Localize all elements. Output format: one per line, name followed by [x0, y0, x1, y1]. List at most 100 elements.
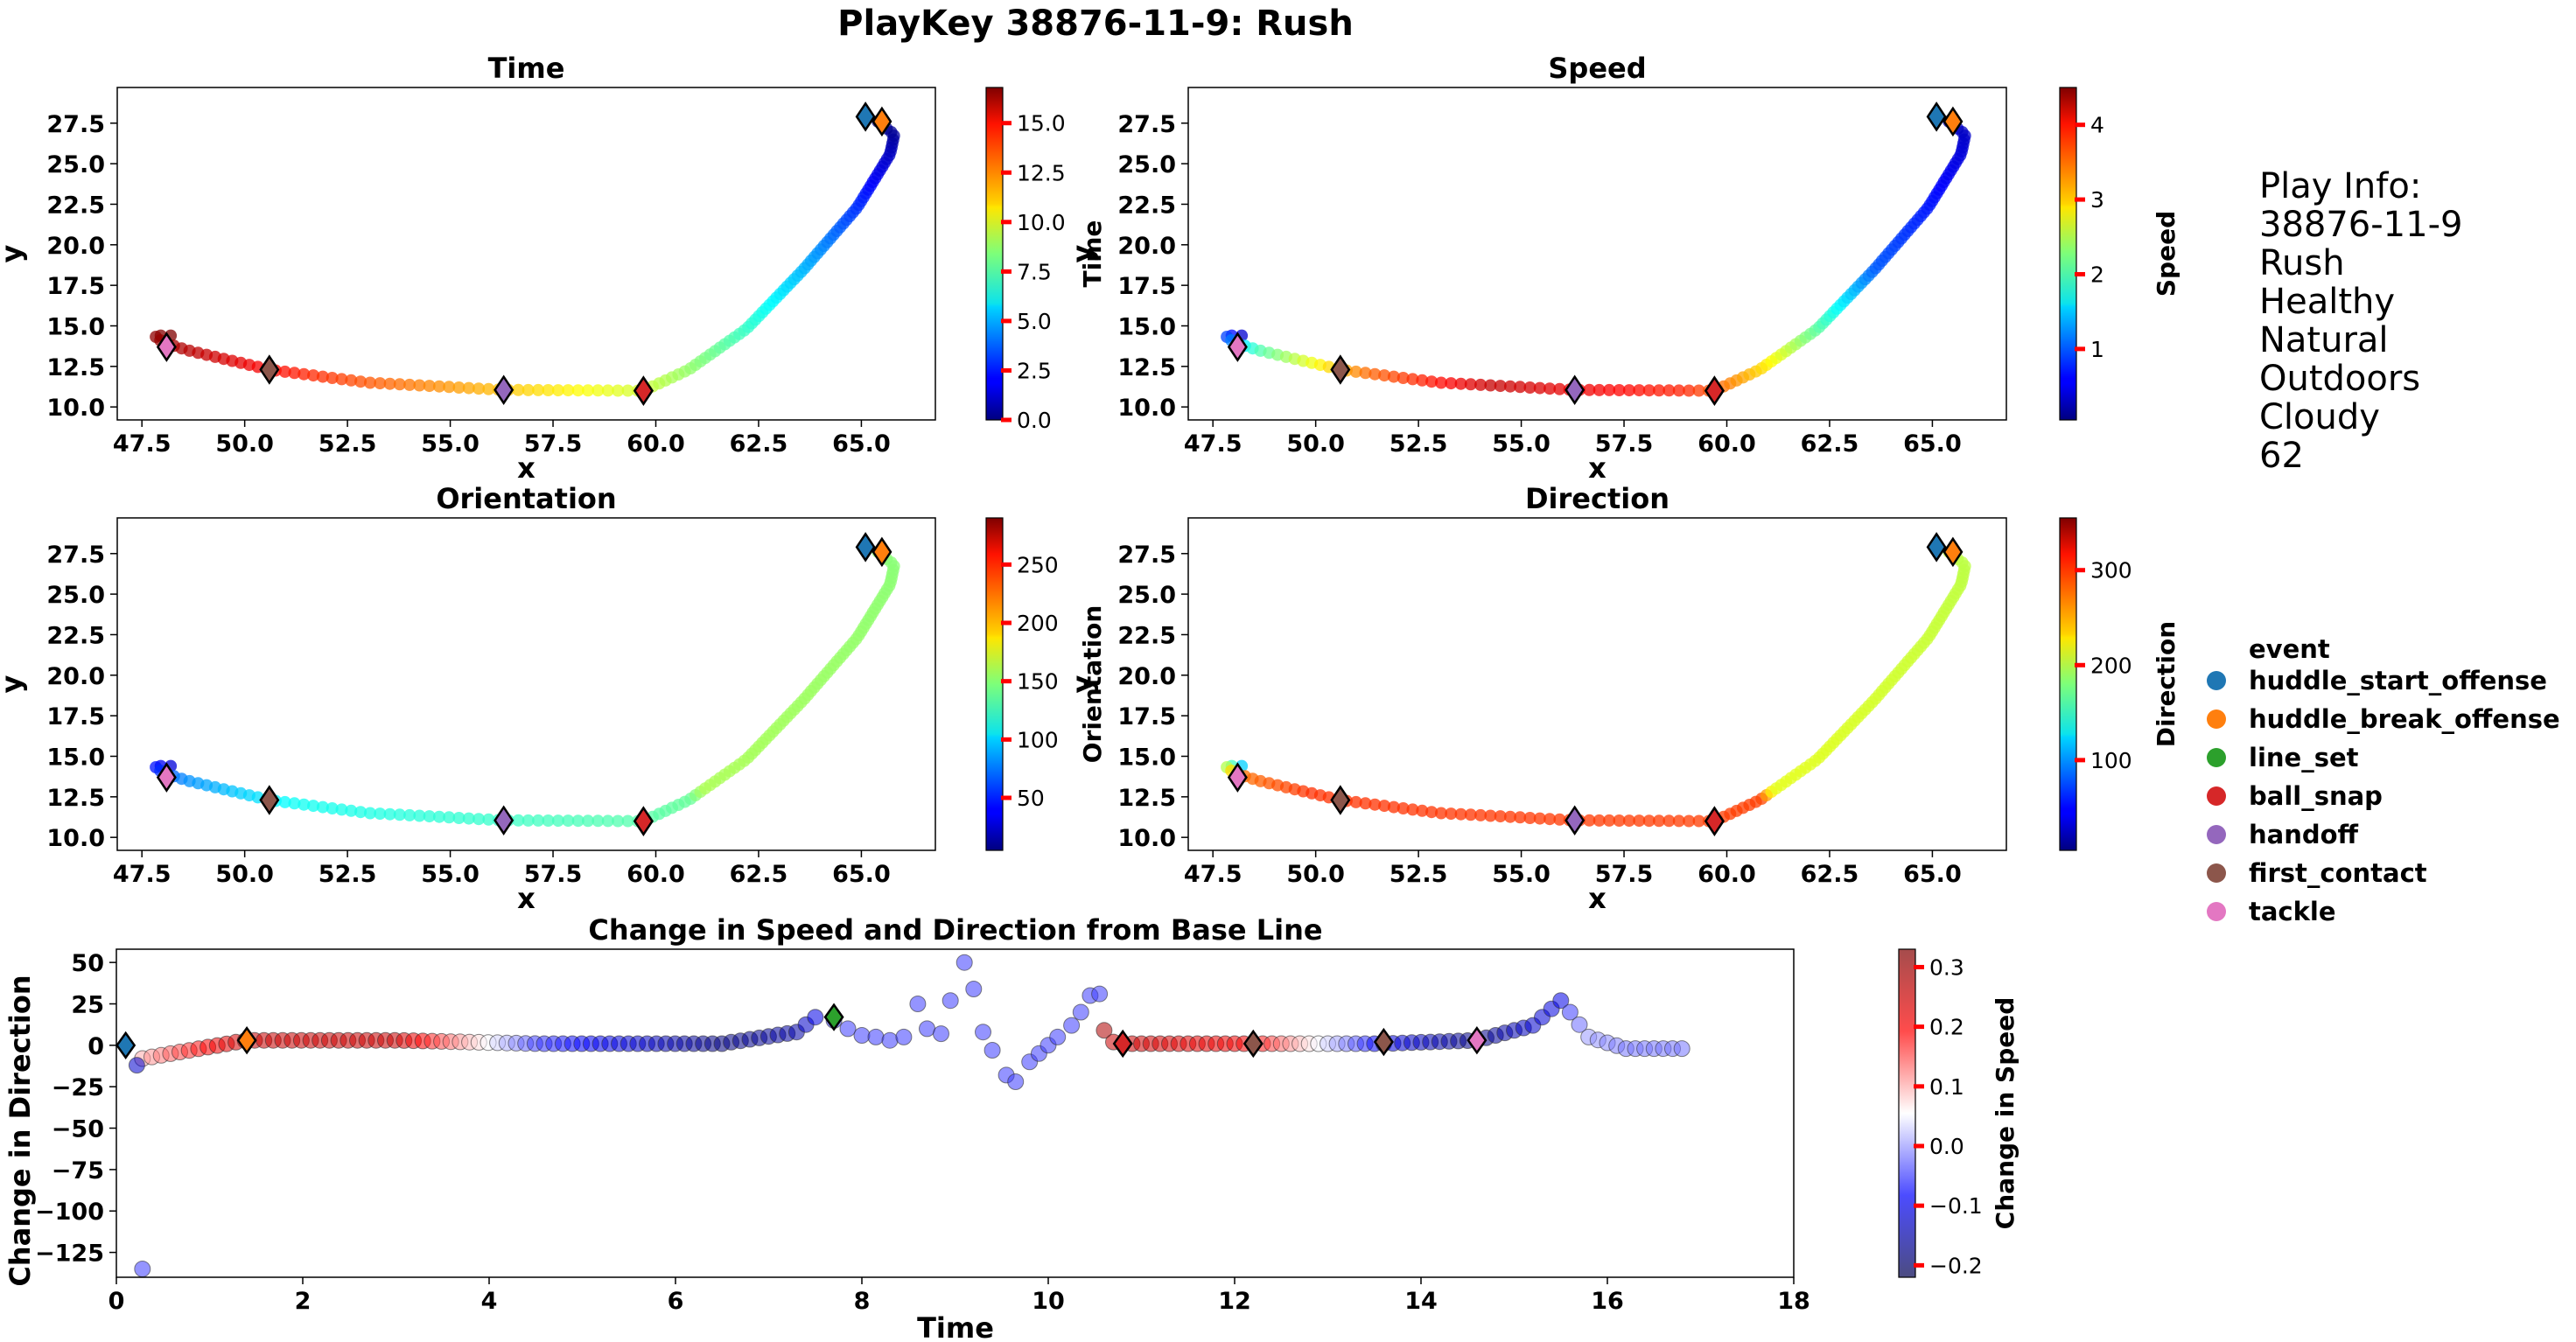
x-tick-label: 65.0 — [1903, 861, 1962, 888]
event-marker-huddle_break_offense — [1942, 536, 1964, 568]
event-marker-first_contact — [1242, 1029, 1264, 1059]
data-point — [354, 375, 368, 388]
y-tick-label: 22.5 — [1117, 192, 1176, 219]
colorbar-tick-label: 200 — [1017, 611, 1059, 636]
x-tick-label: 50.0 — [215, 861, 274, 888]
legend-marker — [2207, 709, 2226, 729]
y-tick-label: 27.5 — [1117, 542, 1176, 569]
x-tick-label: 0 — [108, 1288, 125, 1315]
data-point — [413, 379, 426, 392]
y-tick-label: −100 — [35, 1199, 104, 1226]
event-marker-first_contact — [259, 354, 280, 385]
data-point — [423, 810, 436, 823]
data-point — [278, 365, 291, 378]
event-marker-huddle_start_offense — [855, 101, 876, 132]
event-marker-huddle_start_offense — [116, 1031, 136, 1059]
panel-title: Change in Speed and Direction from Base … — [588, 913, 1322, 947]
panel-title: Time — [488, 52, 565, 85]
data-point — [562, 814, 575, 828]
data-point — [956, 954, 973, 971]
event-marker-handoff — [494, 805, 514, 835]
event-marker-ball_snap — [633, 375, 654, 406]
panel-orientation: Orientation 47.5 50.0 52.5 55.0 57.5 60.0 62.5 6… — [0, 482, 1107, 915]
data-point — [1533, 381, 1546, 395]
data-point — [1544, 382, 1557, 395]
colorbar-label: Orientation — [1078, 605, 1107, 764]
data-point — [1464, 378, 1477, 391]
data-point — [1049, 1028, 1067, 1045]
data-point — [1425, 806, 1438, 819]
y-tick-label: 15.0 — [1117, 313, 1176, 340]
colorbar-tick-label: 1 — [2090, 337, 2104, 362]
colorbar-gradient — [2059, 517, 2077, 851]
data-point — [316, 800, 329, 814]
data-point — [316, 370, 329, 383]
event-marker-huddle_break_offense — [872, 106, 892, 137]
y-tick-label: −75 — [52, 1157, 104, 1185]
data-point — [1387, 370, 1400, 383]
data-point — [307, 369, 320, 382]
x-tick-label: 55.0 — [1492, 861, 1550, 888]
panel-title: Direction — [1525, 482, 1670, 515]
data-point — [1561, 1003, 1578, 1021]
y-tick-label: 17.5 — [46, 273, 105, 300]
data-point — [1464, 808, 1477, 821]
y-tick-label: 22.5 — [46, 622, 105, 649]
x-tick-label: 57.5 — [524, 861, 583, 888]
data-point — [1553, 382, 1566, 395]
data-point — [1406, 803, 1419, 816]
data-point — [423, 380, 436, 393]
data-point — [1683, 814, 1696, 828]
x-tick-label: 50.0 — [215, 430, 274, 458]
data-point — [522, 814, 535, 827]
y-tick-label: 15.0 — [46, 313, 105, 340]
data-point — [403, 378, 416, 391]
y-tick-label: 10.0 — [46, 395, 105, 422]
data-point — [1552, 992, 1570, 1010]
data-point — [512, 383, 525, 396]
data-point — [345, 374, 358, 387]
data-point — [1622, 384, 1635, 397]
data-point — [1484, 809, 1497, 822]
data-point — [984, 1042, 1001, 1059]
colorbar-tick-label: 10.0 — [1017, 210, 1066, 235]
data-point — [307, 800, 320, 813]
y-tick-label: 12.5 — [1117, 354, 1176, 381]
legend-marker — [2207, 863, 2226, 883]
panel-time: Time 47.5 50.0 52.5 55.0 57.5 60.0 62.5 65.0 10.0… — [0, 52, 1107, 485]
x-tick-label: 60.0 — [1698, 861, 1756, 888]
data-point — [393, 378, 406, 391]
colorbar-label: Change in Speed — [1991, 997, 2020, 1230]
data-point — [1368, 798, 1382, 811]
colorbar-gradient — [2059, 87, 2077, 421]
legend-item-label: huddle_break_offense — [2249, 704, 2560, 734]
data-point — [1662, 814, 1676, 828]
play-info-line: Cloudy — [2259, 397, 2380, 437]
data-point — [1484, 379, 1497, 392]
data-point — [1454, 807, 1467, 821]
data-point — [1396, 802, 1410, 814]
x-tick-label: 2 — [295, 1288, 312, 1315]
data-point — [1642, 814, 1656, 828]
colorbar-tick-label: 5.0 — [1017, 309, 1052, 334]
plot-frame — [116, 517, 936, 851]
data-point — [335, 373, 348, 386]
y-tick-label: 20.0 — [46, 233, 105, 260]
data-point — [403, 808, 416, 821]
colorbar-tick-label: 300 — [2090, 558, 2132, 584]
data-point — [374, 807, 387, 821]
data-point — [364, 807, 376, 820]
data-point — [933, 1025, 949, 1043]
colorbar: 50 100 150 200 250 Orientation — [985, 517, 1107, 851]
y-axis-label: Change in Direction — [4, 975, 37, 1286]
data-point — [1007, 1073, 1025, 1090]
data-point — [965, 981, 983, 997]
event-marker-huddle_break_offense — [1942, 106, 1964, 137]
event-marker-huddle_start_offense — [1926, 101, 1947, 132]
event-marker-first_contact — [259, 785, 280, 815]
x-tick-label: 47.5 — [1184, 430, 1242, 458]
play-info: Play Info: 38876-11-9 Rush Healthy Natur… — [2259, 166, 2462, 476]
data-point — [1359, 797, 1372, 810]
colorbar-tick-label: 150 — [1017, 669, 1059, 695]
